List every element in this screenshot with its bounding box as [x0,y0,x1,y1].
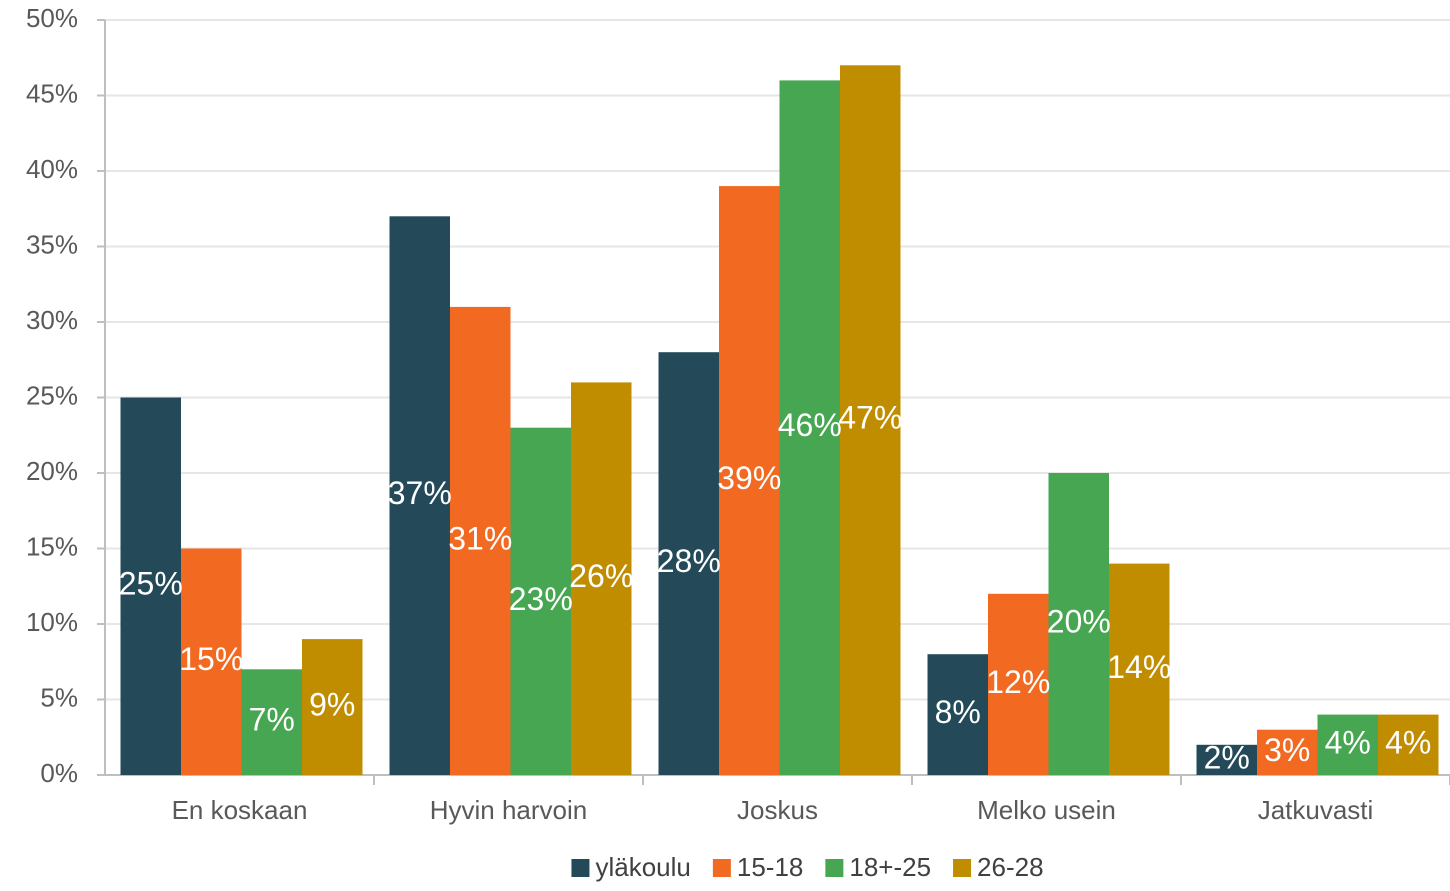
legend-label: 15-18 [737,852,804,882]
data-label: 46% [778,407,842,443]
bar [927,654,988,775]
x-tick-label: Jatkuvasti [1258,795,1374,825]
legend-label: yläkoulu [595,852,690,882]
y-tick-label: 35% [26,229,78,259]
legend-swatch [571,859,590,877]
data-label: 4% [1385,724,1431,760]
legend-swatch [825,859,844,877]
bar [241,669,302,775]
y-tick-label: 10% [26,607,78,637]
data-label: 14% [1107,649,1171,685]
bar [988,593,1049,775]
y-tick-label: 25% [26,380,78,410]
data-label: 31% [448,520,512,556]
bar [840,65,901,776]
x-tick-label: Melko usein [977,795,1116,825]
bar [450,306,511,775]
data-label: 7% [249,702,295,738]
legend-label: 18+-25 [849,852,931,882]
bar [1257,729,1318,775]
y-tick-label: 50% [26,3,78,33]
bar [389,216,450,776]
data-label: 25% [119,566,183,602]
bar [658,352,719,775]
y-tick-label: 15% [26,531,78,561]
legend-swatch [953,859,972,877]
data-label: 23% [509,581,573,617]
data-label: 47% [838,400,902,436]
y-tick-label: 45% [26,78,78,108]
data-label: 12% [986,664,1050,700]
bar [1378,714,1439,775]
data-label: 9% [309,687,355,723]
data-label: 15% [179,641,243,677]
data-label: 2% [1204,739,1250,775]
x-tick-label: Joskus [737,795,818,825]
y-tick-label: 0% [40,758,78,788]
y-tick-label: 40% [26,154,78,184]
bar [719,186,780,776]
bar [181,548,242,775]
data-label: 8% [935,694,981,730]
data-label: 28% [657,543,721,579]
bar [1317,714,1378,775]
bar [1048,473,1109,775]
legend-label: 26-28 [977,852,1044,882]
bar [120,397,181,775]
data-label: 20% [1047,603,1111,639]
legend-swatch [712,859,731,877]
bar [779,80,840,775]
data-label: 26% [569,558,633,594]
data-label: 39% [717,460,781,496]
bar [1196,744,1257,775]
bar [571,382,632,775]
y-tick-label: 5% [40,682,78,712]
data-label: 3% [1264,732,1310,768]
x-tick-label: Hyvin harvoin [430,795,588,825]
y-tick-label: 20% [26,456,78,486]
y-tick-label: 30% [26,305,78,335]
bar [510,427,571,775]
x-tick-label: En koskaan [172,795,308,825]
data-label: 4% [1325,724,1371,760]
bar [1109,563,1170,775]
data-label: 37% [388,475,452,511]
bar [302,639,363,775]
